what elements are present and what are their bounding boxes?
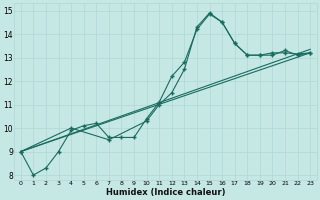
X-axis label: Humidex (Indice chaleur): Humidex (Indice chaleur) xyxy=(106,188,225,197)
